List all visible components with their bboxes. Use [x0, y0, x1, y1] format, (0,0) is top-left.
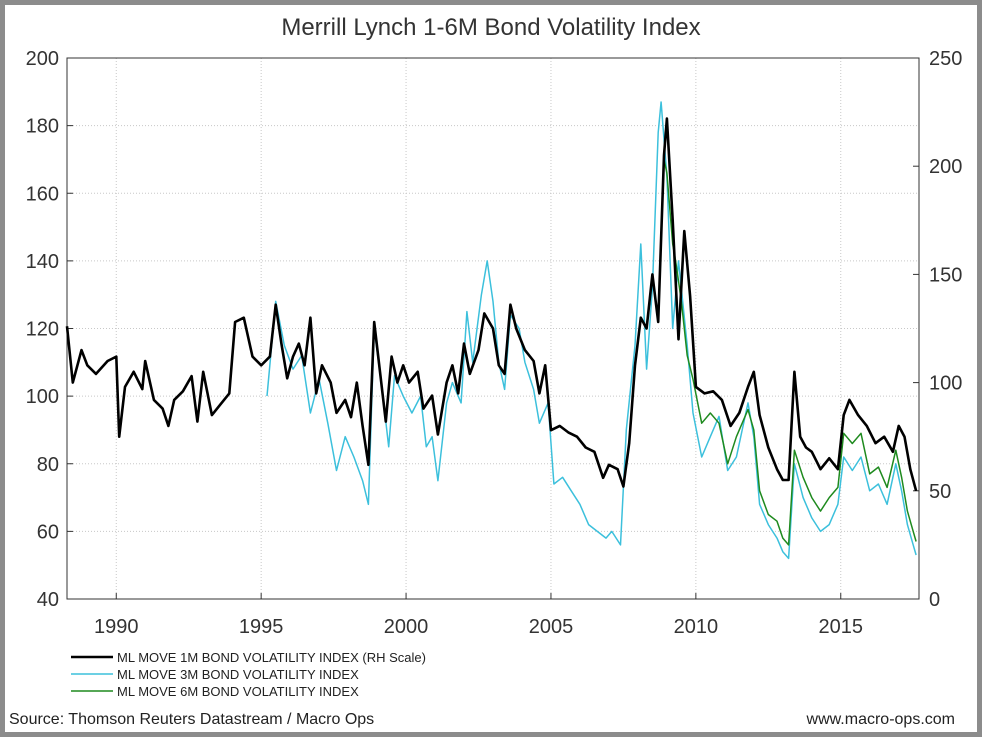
right-y-tick-label: 100 — [929, 373, 962, 395]
left-y-tick-label: 60 — [37, 521, 59, 543]
x-tick-label: 2000 — [384, 616, 429, 638]
right-y-axis: 0 50 100 150 200 250 — [913, 48, 962, 611]
series-line-3m — [266, 101, 917, 560]
x-tick-label: 1995 — [239, 616, 284, 638]
series-lines — [65, 101, 918, 560]
left-y-tick-label: 40 — [37, 589, 59, 611]
left-y-axis: 40 60 80 100 120 140 160 180 200 — [26, 48, 73, 611]
series-line-6m — [663, 159, 917, 546]
chart-title: Merrill Lynch 1-6M Bond Volatility Index — [281, 14, 700, 41]
x-tick-label: 2005 — [529, 616, 574, 638]
left-y-tick-label: 80 — [37, 454, 59, 476]
x-tick-label: 1990 — [94, 616, 139, 638]
legend-label: ML MOVE 6M BOND VOLATILITY INDEX — [117, 684, 359, 699]
left-y-tick-label: 160 — [26, 183, 59, 205]
right-y-tick-label: 50 — [929, 481, 951, 503]
right-y-tick-label: 0 — [929, 589, 940, 611]
series-line-1m — [65, 117, 918, 492]
x-tick-label: 2015 — [819, 616, 864, 638]
left-y-tick-label: 120 — [26, 319, 59, 341]
x-axis: 1990 1995 2000 2005 2010 2015 — [94, 593, 863, 638]
left-y-tick-label: 100 — [26, 386, 59, 408]
left-y-tick-label: 200 — [26, 48, 59, 70]
right-y-tick-label: 200 — [929, 156, 962, 178]
right-y-tick-label: 250 — [929, 48, 962, 70]
left-y-tick-label: 140 — [26, 251, 59, 273]
legend-label: ML MOVE 3M BOND VOLATILITY INDEX — [117, 667, 359, 682]
legend-label: ML MOVE 1M BOND VOLATILITY INDEX (RH Sca… — [117, 650, 426, 665]
left-y-tick-label: 180 — [26, 116, 59, 138]
x-tick-label: 2010 — [674, 616, 719, 638]
website-note: www.macro-ops.com — [806, 711, 955, 728]
line-chart: Merrill Lynch 1-6M Bond Volatility Index… — [9, 14, 962, 728]
right-y-tick-label: 150 — [929, 264, 962, 286]
source-note: Source: Thomson Reuters Datastream / Mac… — [9, 711, 374, 728]
legend: ML MOVE 1M BOND VOLATILITY INDEX (RH Sca… — [71, 650, 426, 699]
